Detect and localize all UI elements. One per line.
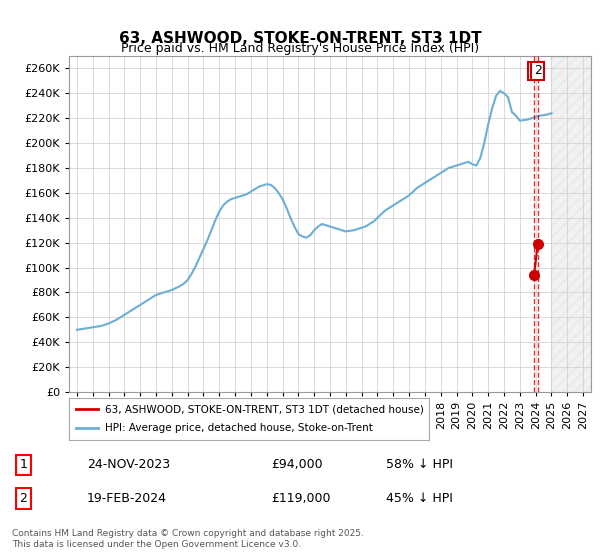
Text: Contains HM Land Registry data © Crown copyright and database right 2025.
This d: Contains HM Land Registry data © Crown c…	[12, 529, 364, 549]
Text: 58% ↓ HPI: 58% ↓ HPI	[386, 458, 454, 472]
Text: 2: 2	[20, 492, 28, 505]
Text: 63, ASHWOOD, STOKE-ON-TRENT, ST3 1DT: 63, ASHWOOD, STOKE-ON-TRENT, ST3 1DT	[119, 31, 481, 46]
Text: 45% ↓ HPI: 45% ↓ HPI	[386, 492, 453, 505]
Text: 2: 2	[534, 64, 542, 77]
Text: 24-NOV-2023: 24-NOV-2023	[87, 458, 170, 472]
Text: £94,000: £94,000	[271, 458, 323, 472]
Text: £119,000: £119,000	[271, 492, 331, 505]
Text: HPI: Average price, detached house, Stoke-on-Trent: HPI: Average price, detached house, Stok…	[105, 423, 373, 433]
Text: 63, ASHWOOD, STOKE-ON-TRENT, ST3 1DT (detached house): 63, ASHWOOD, STOKE-ON-TRENT, ST3 1DT (de…	[105, 404, 424, 414]
Text: 1: 1	[530, 64, 538, 77]
Text: Price paid vs. HM Land Registry's House Price Index (HPI): Price paid vs. HM Land Registry's House …	[121, 42, 479, 55]
Text: 19-FEB-2024: 19-FEB-2024	[87, 492, 167, 505]
Text: 1: 1	[20, 458, 28, 472]
